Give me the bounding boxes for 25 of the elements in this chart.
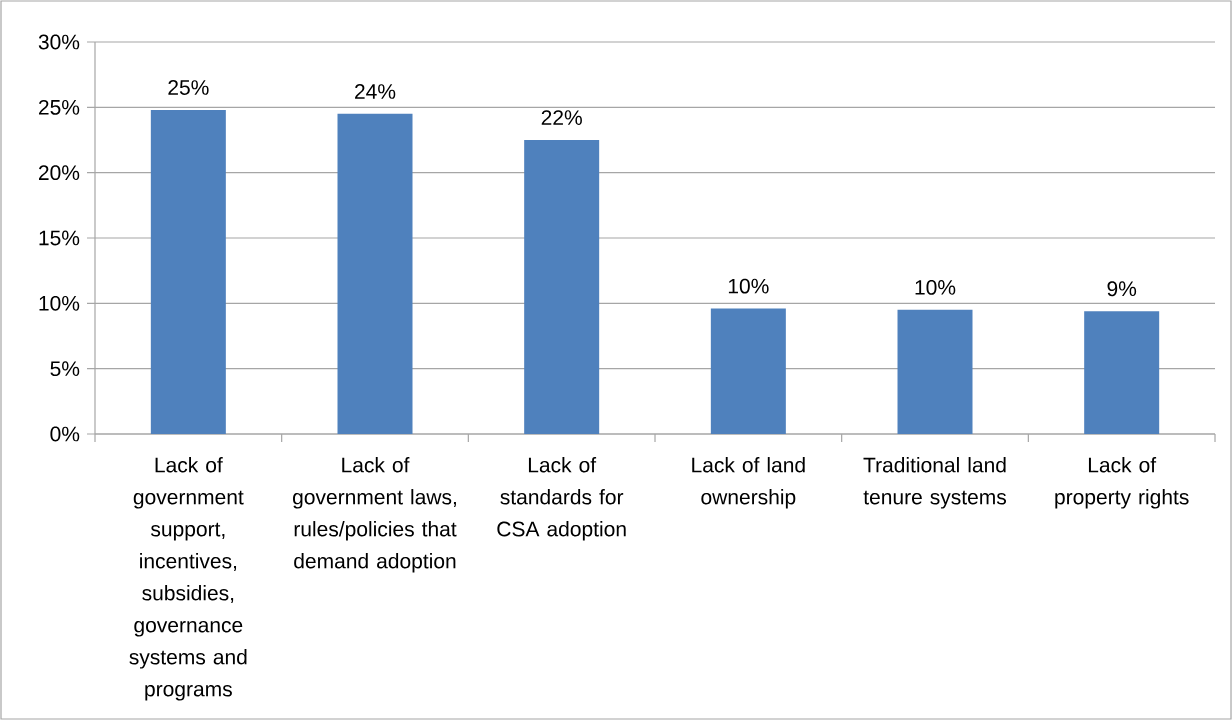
data-label: 10%: [915, 279, 956, 295]
y-tick-label: 30%: [38, 34, 80, 50]
bar: [710, 308, 786, 434]
x-tick-label: Lack of standards for CSA adoption: [497, 457, 626, 541]
data-label: 10%: [728, 278, 769, 294]
x-tick-label: Traditional land tenure systems: [863, 457, 1007, 509]
bar: [897, 309, 973, 434]
data-label: 9%: [1107, 281, 1137, 297]
y-tick-label: 5%: [50, 361, 80, 377]
y-tick-label: 15%: [39, 230, 80, 246]
bar: [1084, 311, 1160, 434]
x-tick-label: Lack of land ownership: [692, 457, 805, 509]
data-label: 24%: [355, 84, 396, 99]
bar: [524, 140, 600, 434]
data-label: 22%: [541, 110, 582, 125]
x-tick-label: Lack of property rights: [1055, 457, 1189, 509]
y-tick-label: 20%: [38, 165, 80, 181]
x-tick-label: Lack of government support, incentives, subsidies, governance systems and programs: [129, 457, 247, 701]
x-tick-label: Lack of government laws, rules/policies that demand adoption: [293, 457, 457, 573]
data-label: 25%: [168, 80, 209, 95]
bar: [337, 113, 413, 434]
y-tick-label: 0%: [50, 426, 80, 442]
y-tick-label: 10%: [39, 295, 80, 311]
y-tick-label: 25%: [38, 99, 80, 115]
bar: [150, 109, 226, 434]
